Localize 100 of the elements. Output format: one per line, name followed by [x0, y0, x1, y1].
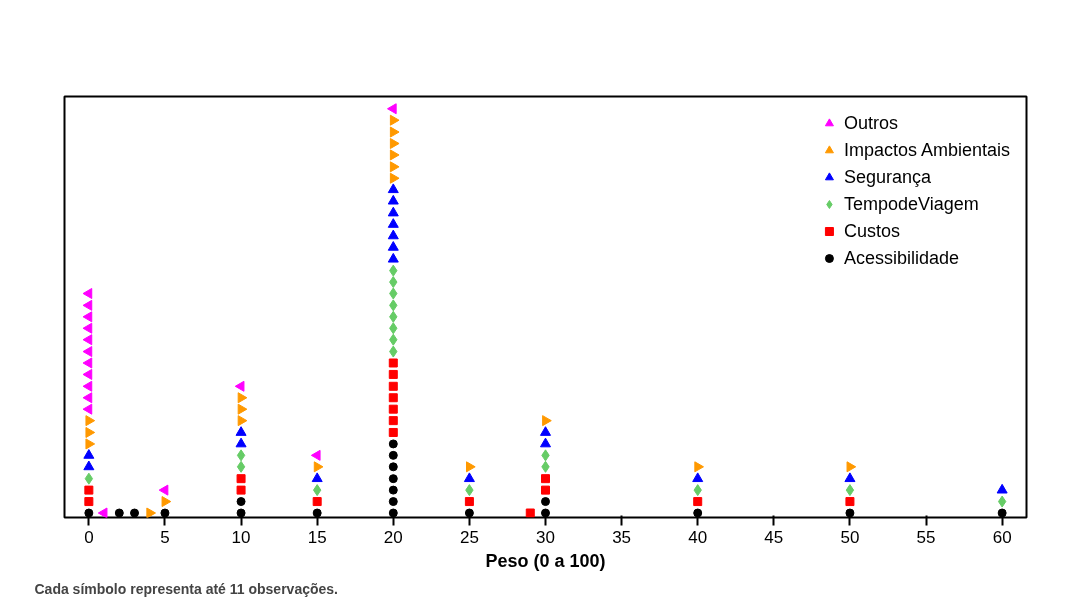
point	[82, 346, 93, 358]
point	[82, 334, 93, 346]
x-tick-label: 35	[612, 527, 632, 547]
x-tick-label: 20	[383, 527, 403, 547]
point	[161, 496, 172, 508]
x-tick-label: 0	[84, 527, 94, 547]
point	[388, 369, 398, 379]
point	[845, 508, 855, 518]
point	[85, 415, 96, 427]
point	[310, 449, 321, 461]
point	[235, 437, 247, 448]
point	[845, 484, 855, 497]
point	[237, 403, 248, 415]
point	[82, 322, 93, 334]
point	[237, 415, 248, 427]
point	[387, 194, 399, 205]
point	[463, 472, 475, 483]
point	[82, 288, 93, 300]
point	[389, 149, 400, 161]
point	[82, 368, 93, 380]
point	[388, 427, 398, 437]
point	[234, 380, 245, 392]
legend-label: Acessibilidade	[843, 247, 959, 269]
point	[997, 508, 1007, 518]
point	[693, 508, 703, 518]
point	[844, 472, 856, 483]
point	[311, 472, 323, 483]
point	[83, 460, 95, 471]
point	[388, 497, 398, 507]
legend-label: Segurança	[843, 166, 931, 188]
x-tick-label: 60	[992, 527, 1012, 547]
point	[388, 485, 398, 495]
legend-label: TempodeViagem	[843, 193, 979, 215]
point	[388, 416, 398, 426]
point	[525, 508, 535, 518]
point	[158, 484, 169, 496]
x-tick-label: 30	[536, 527, 555, 547]
point	[130, 508, 140, 518]
point	[387, 183, 399, 194]
point	[694, 461, 704, 473]
point	[387, 103, 397, 115]
legend-label: Outros	[843, 112, 898, 134]
point	[997, 495, 1007, 508]
x-tick-label: 55	[916, 527, 936, 547]
point	[541, 497, 550, 507]
point	[466, 461, 476, 473]
point	[692, 472, 704, 483]
point	[388, 393, 398, 403]
point	[541, 508, 550, 518]
x-tick-label: 15	[307, 527, 327, 547]
point	[84, 497, 94, 507]
point	[312, 497, 322, 507]
point	[82, 357, 93, 369]
point	[388, 358, 398, 368]
point	[540, 437, 551, 448]
point	[235, 426, 247, 436]
point	[541, 474, 550, 484]
point	[82, 299, 93, 311]
x-tick-label: 50	[840, 527, 860, 547]
point	[542, 415, 552, 427]
point	[389, 126, 400, 138]
x-axis-title: Peso (0 a 100)	[485, 550, 606, 571]
point	[389, 138, 400, 149]
point	[146, 507, 157, 518]
point	[82, 311, 93, 323]
point	[236, 460, 246, 473]
text: Cada símbolo representa até 11 observações.	[34, 580, 338, 597]
point	[387, 218, 399, 228]
point	[84, 485, 94, 495]
x-tick-label: 25	[459, 527, 479, 547]
point	[387, 241, 399, 251]
point	[388, 439, 398, 449]
point	[82, 392, 93, 404]
point	[387, 206, 399, 217]
point	[996, 483, 1008, 494]
point	[389, 172, 400, 184]
x-tick-label: 10	[231, 527, 251, 547]
point	[389, 114, 400, 126]
point	[464, 508, 474, 518]
point	[387, 229, 399, 240]
point	[388, 462, 398, 472]
point	[160, 508, 170, 518]
point	[388, 474, 398, 484]
point	[97, 507, 108, 518]
point	[845, 497, 855, 507]
point	[388, 381, 398, 391]
legend-label: Impactos Ambientais	[843, 139, 1010, 161]
x-tick-label: 5	[160, 527, 170, 547]
point	[236, 508, 246, 518]
point	[389, 161, 400, 173]
point	[83, 449, 95, 459]
point	[84, 472, 94, 485]
point	[114, 508, 124, 518]
point	[236, 474, 246, 484]
point	[236, 497, 246, 507]
point	[236, 485, 246, 495]
point	[387, 252, 399, 263]
point	[464, 497, 474, 507]
legend-label: Custos	[843, 220, 900, 242]
point	[236, 449, 246, 462]
